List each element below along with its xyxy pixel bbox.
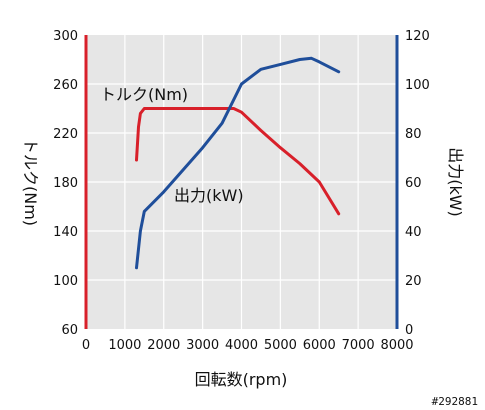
axes xyxy=(84,35,399,329)
grid xyxy=(86,35,397,329)
left-tick-label: 260 xyxy=(53,78,78,93)
x-tick-label: 0 xyxy=(82,338,90,353)
power-series-line xyxy=(135,56,341,270)
x-tick-label: 7000 xyxy=(342,338,375,353)
watermark-id: #292881 xyxy=(432,395,478,408)
x-tick-label: 5000 xyxy=(264,338,297,353)
x-tick-label: 1000 xyxy=(108,338,141,353)
power-series-annotation: 出力(kW) xyxy=(174,186,244,205)
left-tick-label: 180 xyxy=(53,176,78,191)
left-tick-label: 140 xyxy=(53,225,78,240)
x-tick-label: 6000 xyxy=(303,338,336,353)
x-tick-label: 8000 xyxy=(380,338,413,353)
right-axis-label: 出力(kW) xyxy=(446,147,465,217)
left-tick-label: 220 xyxy=(53,127,78,142)
left-tick-label: 300 xyxy=(53,29,78,44)
right-tick-label: 0 xyxy=(405,323,413,338)
series-lines xyxy=(135,56,341,270)
right-tick-label: 60 xyxy=(405,176,422,191)
right-tick-label: 120 xyxy=(405,29,430,44)
right-tick-label: 40 xyxy=(405,225,422,240)
torque-series-line xyxy=(135,107,341,216)
right-tick-label: 20 xyxy=(405,274,422,289)
x-axis-label: 回転数(rpm) xyxy=(195,370,288,389)
left-tick-label: 100 xyxy=(53,274,78,289)
tick-labels: 0 1000 2000 3000 4000 5000 6000 7000 80006010014… xyxy=(53,29,430,353)
left-axis-label: トルク(Nm) xyxy=(21,138,40,226)
right-tick-label: 100 xyxy=(405,78,430,93)
left-tick-label: 60 xyxy=(61,323,78,338)
x-tick-label: 2000 xyxy=(147,338,180,353)
right-tick-label: 80 xyxy=(405,127,422,142)
x-tick-label: 3000 xyxy=(186,338,219,353)
torque-series-annotation: トルク(Nm) xyxy=(100,85,188,104)
x-tick-label: 4000 xyxy=(225,338,258,353)
